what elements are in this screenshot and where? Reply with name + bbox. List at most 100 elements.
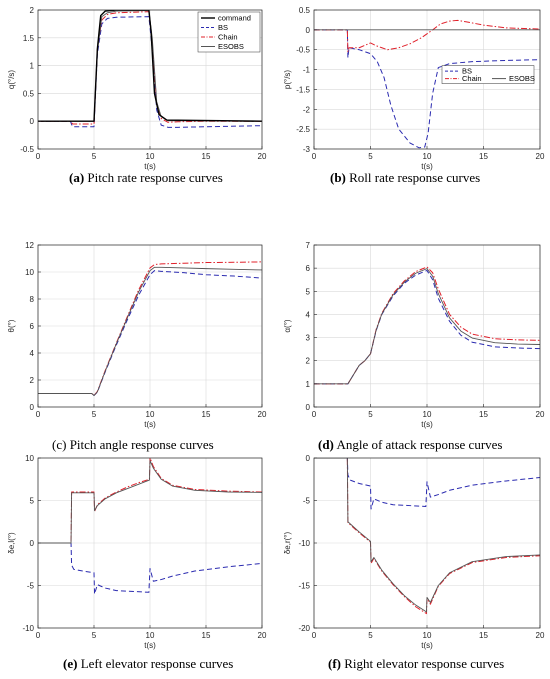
y-tick-label: 0 — [30, 403, 35, 412]
y-axis-label: δe,l(°) — [7, 532, 16, 554]
y-tick-label: 6 — [306, 264, 311, 273]
y-tick-label: 1 — [30, 62, 35, 71]
legend-label-command: command — [218, 14, 251, 23]
caption-b: (b) Roll rate response curves — [330, 170, 481, 185]
series-line-esobs — [314, 458, 540, 613]
series-line-bs — [38, 542, 262, 595]
y-tick-label: 0 — [30, 117, 35, 126]
x-tick-label: 20 — [536, 410, 545, 419]
caption-f: (f) Right elevator response curves — [328, 656, 505, 671]
y-tick-label: 2 — [306, 357, 311, 366]
y-tick-label: 10 — [25, 268, 34, 277]
legend-label-chain: Chain — [218, 33, 238, 42]
x-tick-label: 5 — [92, 152, 97, 161]
x-tick-label: 5 — [92, 410, 97, 419]
y-tick-label: 2 — [30, 6, 35, 15]
series-line-chain — [38, 458, 262, 544]
y-tick-label: -10 — [298, 539, 310, 548]
y-tick-label: 8 — [30, 295, 35, 304]
x-tick-label: 10 — [423, 410, 432, 419]
y-tick-label: 1 — [306, 380, 311, 389]
series-line-bs — [38, 16, 262, 128]
y-tick-label: -5 — [303, 497, 311, 506]
y-axis-label: q(°/s) — [7, 70, 16, 90]
series-line-esobs — [38, 460, 262, 544]
x-tick-label: 0 — [36, 152, 41, 161]
x-tick-label: 15 — [479, 152, 488, 161]
legend-label-bs: BS — [462, 67, 472, 76]
x-tick-label: 5 — [368, 410, 373, 419]
chart-panel-2: 0 5 10 15 20 -3 -2.5 -2 -1.5 -1 -0.5 0 0.5 t(s) p(°/s)… — [283, 6, 545, 171]
y-tick-label: -1 — [303, 66, 311, 75]
y-tick-label: 2 — [30, 376, 35, 385]
series-line-bs — [314, 458, 540, 510]
x-tick-label: 20 — [536, 631, 545, 640]
x-tick-label: 15 — [202, 631, 211, 640]
x-axis-label: t(s) — [144, 641, 156, 650]
y-tick-label: -1.5 — [296, 85, 310, 94]
chart-panel-4: 0 5 10 15 20 0 1 2 3 4 5 6 7 t(s) α(°) — [283, 241, 545, 429]
x-axis-label: t(s) — [144, 162, 156, 171]
x-tick-label: 5 — [368, 152, 373, 161]
x-tick-label: 0 — [36, 410, 41, 419]
caption-a: (a) Pitch rate response curves — [69, 170, 223, 185]
y-tick-label: -3 — [303, 145, 311, 154]
legend-label-esobs: ESOBS — [509, 74, 535, 83]
x-tick-label: 15 — [202, 152, 211, 161]
y-tick-label: 4 — [30, 349, 35, 358]
series-line-esobs — [314, 268, 540, 385]
y-tick-label: -2.5 — [296, 125, 310, 134]
chart-panel-1: 0 5 10 15 20-0.500.511.52t(s)q(°/s)commandBS… — [7, 6, 267, 171]
y-tick-label: -20 — [298, 624, 310, 633]
y-tick-label: 7 — [306, 241, 311, 250]
y-tick-label: -15 — [298, 582, 310, 591]
y-axis-label: θ(°) — [7, 319, 16, 332]
y-tick-label: 0.5 — [299, 6, 311, 15]
legend-label-bs: BS — [218, 23, 228, 32]
y-axis-label: p(°/s) — [283, 70, 292, 90]
y-tick-label: 0 — [306, 403, 311, 412]
y-tick-label: 10 — [25, 454, 34, 463]
x-axis-label: t(s) — [421, 420, 433, 429]
caption-c: (c) Pitch angle response curves — [52, 437, 214, 452]
series-line-chain — [314, 458, 540, 615]
chart-panel-6: 0 5 10 15 20 -20 -15 -10 -5 0 t(s) δe,r(°) — [283, 454, 545, 650]
x-tick-label: 0 — [36, 631, 41, 640]
y-tick-label: 3 — [306, 334, 311, 343]
y-tick-label: 6 — [30, 322, 35, 331]
x-tick-label: 0 — [312, 631, 317, 640]
x-tick-label: 5 — [92, 631, 97, 640]
x-tick-label: 10 — [146, 152, 155, 161]
y-tick-label: 12 — [25, 241, 34, 250]
x-tick-label: 15 — [202, 410, 211, 419]
y-tick-label: 0 — [306, 454, 311, 463]
x-tick-label: 20 — [536, 152, 545, 161]
x-tick-label: 10 — [423, 152, 432, 161]
y-axis-label: α(°) — [283, 319, 292, 332]
series-line-chain — [314, 19, 540, 53]
y-tick-label: 5 — [30, 497, 35, 506]
y-tick-label: 0 — [30, 539, 35, 548]
x-axis-label: t(s) — [144, 420, 156, 429]
x-tick-label: 15 — [479, 410, 488, 419]
y-tick-label: -0.5 — [20, 145, 34, 154]
y-tick-label: -0.5 — [296, 46, 310, 55]
y-axis-label: δe,r(°) — [283, 532, 292, 555]
x-axis-label: t(s) — [421, 162, 433, 171]
y-tick-label: -2 — [303, 105, 311, 114]
x-tick-label: 0 — [312, 152, 317, 161]
x-tick-label: 10 — [146, 410, 155, 419]
x-tick-label: 0 — [312, 410, 317, 419]
caption-e: (e) Left elevator response curves — [63, 656, 234, 671]
series-line-chain — [314, 266, 540, 385]
y-tick-label: 0.5 — [23, 89, 35, 98]
legend-box — [441, 65, 535, 84]
legend-label-chain: Chain — [462, 74, 482, 83]
series-line-chain — [38, 11, 262, 125]
x-tick-label: 20 — [258, 631, 267, 640]
y-tick-label: -10 — [22, 624, 34, 633]
x-tick-label: 15 — [479, 631, 488, 640]
